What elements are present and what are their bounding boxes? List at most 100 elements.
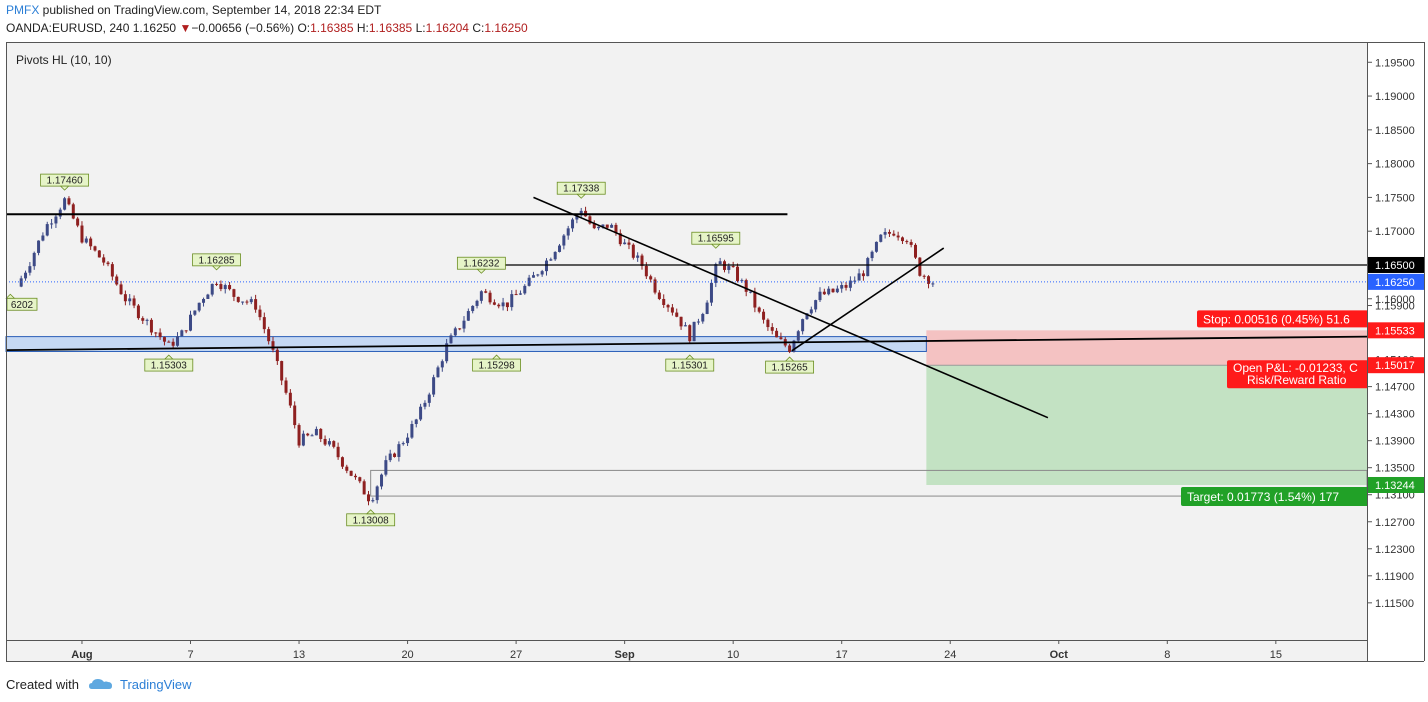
candle-body bbox=[162, 337, 166, 342]
pivot-label-text: 6202 bbox=[11, 300, 34, 311]
candle-body bbox=[558, 245, 562, 252]
candle-body bbox=[262, 317, 266, 330]
candle-body bbox=[531, 275, 535, 278]
candle-body bbox=[323, 438, 327, 445]
candle-body bbox=[184, 330, 188, 332]
candle-body bbox=[892, 233, 896, 236]
candle-body bbox=[909, 242, 913, 245]
time-tick-label: 20 bbox=[401, 649, 413, 661]
candle-body bbox=[653, 279, 657, 293]
time-tick-label: 13 bbox=[293, 649, 305, 661]
candle-body bbox=[37, 240, 41, 253]
tradingview-link[interactable]: TradingView bbox=[120, 677, 192, 692]
candle-body bbox=[874, 241, 878, 252]
candle-body bbox=[779, 337, 783, 340]
candle-body bbox=[588, 216, 592, 224]
price-tick-label: 1.13500 bbox=[1375, 463, 1415, 475]
candle-body bbox=[675, 312, 679, 317]
candle-body bbox=[597, 226, 601, 229]
candle-body bbox=[714, 264, 718, 283]
price-tag-label: 1.16500 bbox=[1375, 260, 1415, 272]
candle-body bbox=[540, 271, 544, 275]
candle-body bbox=[67, 198, 71, 205]
price-tick-label: 1.18500 bbox=[1375, 125, 1415, 137]
target-label-box bbox=[1181, 486, 1369, 506]
candle-body bbox=[97, 250, 101, 258]
candle-body bbox=[110, 264, 114, 277]
pivot-pointer bbox=[365, 509, 376, 515]
candle-body bbox=[553, 251, 557, 260]
candle-body bbox=[900, 237, 904, 242]
candle-body bbox=[353, 475, 357, 478]
candle-body bbox=[332, 441, 336, 447]
candle-body bbox=[727, 266, 731, 270]
candle-body bbox=[627, 242, 631, 245]
candle-body bbox=[475, 300, 479, 306]
pivot-label-text: 1.17460 bbox=[47, 176, 84, 187]
candle-body bbox=[788, 345, 792, 352]
candle-body bbox=[371, 500, 375, 502]
indicator-label[interactable]: Pivots HL (10, 10) bbox=[16, 53, 112, 67]
price-tick-label: 1.17500 bbox=[1375, 192, 1415, 204]
candle-body bbox=[818, 291, 822, 301]
time-tick-label: 24 bbox=[944, 649, 956, 661]
candle-body bbox=[488, 292, 492, 303]
candle-body bbox=[514, 294, 518, 296]
candle-body bbox=[614, 224, 618, 234]
candle-body bbox=[571, 219, 575, 229]
pivot-pointer bbox=[211, 265, 222, 271]
candle-body bbox=[45, 224, 49, 236]
candle-body bbox=[566, 228, 570, 236]
candle-body bbox=[336, 446, 340, 458]
candle-body bbox=[757, 307, 761, 312]
candle-body bbox=[501, 302, 505, 307]
candle-body bbox=[887, 231, 891, 234]
candle-body bbox=[119, 284, 123, 295]
candle-body bbox=[175, 336, 179, 346]
candle-body bbox=[544, 260, 548, 272]
stop-label-text: Stop: 0.00516 (0.45%) 51.6 bbox=[1203, 312, 1350, 326]
candle-body bbox=[436, 367, 440, 378]
price-tag-box bbox=[1368, 273, 1424, 290]
pivot-pointer bbox=[784, 356, 795, 362]
author-name[interactable]: PMFX bbox=[6, 3, 40, 17]
candle-body bbox=[749, 291, 753, 293]
candle-body bbox=[792, 340, 796, 352]
footer: Created with TradingView bbox=[6, 677, 192, 693]
pivot-pointer bbox=[576, 193, 587, 199]
candle-body bbox=[831, 288, 835, 293]
candle-body bbox=[76, 218, 80, 226]
symbol-label[interactable]: OANDA:EURUSD, 240 bbox=[6, 21, 130, 35]
candle-body bbox=[271, 341, 275, 350]
high-label: H: bbox=[356, 21, 369, 35]
low-value: 1.16204 bbox=[425, 21, 469, 35]
candle-body bbox=[84, 238, 88, 243]
candle-body bbox=[523, 285, 527, 294]
pivot-pointer bbox=[491, 354, 502, 360]
price-tick-label: 1.19000 bbox=[1375, 91, 1415, 103]
pivot-label-text: 1.15303 bbox=[151, 361, 188, 372]
candle-body bbox=[210, 283, 214, 295]
candle-body bbox=[393, 453, 397, 457]
open-label: O: bbox=[297, 21, 311, 35]
candle-body bbox=[866, 258, 870, 277]
price-tick-label: 1.17000 bbox=[1375, 226, 1415, 238]
candle-body bbox=[414, 419, 418, 425]
candle-body bbox=[701, 313, 705, 322]
candle-body bbox=[50, 223, 54, 225]
candle-body bbox=[249, 299, 253, 303]
candle-body bbox=[93, 246, 97, 251]
candle-body bbox=[462, 320, 466, 329]
candle-body bbox=[835, 288, 839, 293]
candle-body bbox=[466, 311, 470, 321]
publish-info: published on TradingView.com, September … bbox=[39, 3, 382, 17]
pivot-label-text: 1.16595 bbox=[698, 234, 735, 245]
candle-body bbox=[853, 280, 857, 282]
candle-body bbox=[432, 377, 436, 395]
candle-body bbox=[427, 394, 431, 403]
price-tag-box bbox=[1368, 322, 1424, 339]
candle-body bbox=[722, 261, 726, 270]
candle-body bbox=[241, 301, 245, 303]
candle-body bbox=[840, 285, 844, 289]
